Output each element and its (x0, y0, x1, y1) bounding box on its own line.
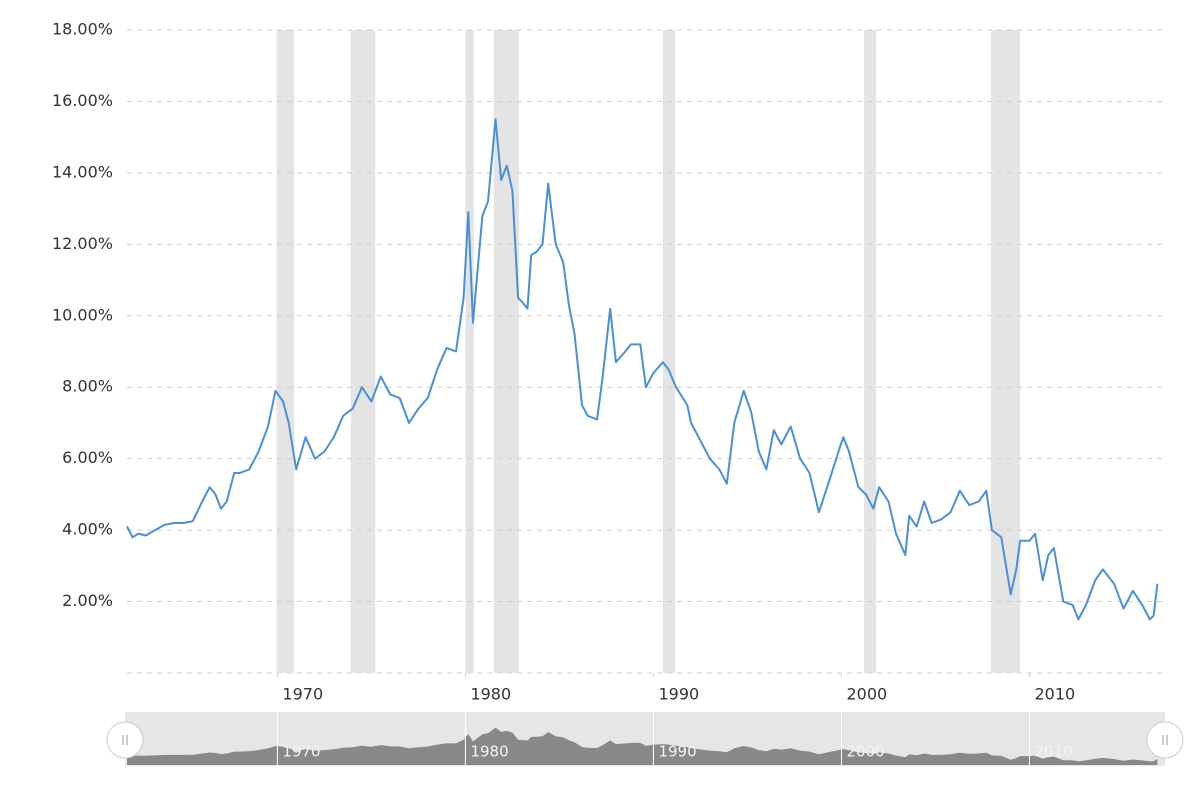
recession-band (990, 30, 1021, 673)
y-tick-label: 10.00% (52, 305, 113, 324)
y-tick-label: 18.00% (52, 20, 113, 39)
navigator-label: 1980 (470, 743, 508, 761)
x-tick-label: 1990 (658, 685, 699, 704)
x-tick-label: 2010 (1035, 685, 1076, 704)
recession-band (465, 30, 474, 673)
navigator-label: 1990 (658, 743, 696, 761)
y-tick-label: 8.00% (62, 377, 113, 396)
x-tick-label: 1980 (470, 685, 511, 704)
navigator-area (127, 727, 1158, 765)
y-tick-label: 6.00% (62, 448, 113, 467)
y-tick-label: 16.00% (52, 91, 113, 110)
navigator-handle[interactable] (106, 721, 144, 759)
y-tick-label: 14.00% (52, 162, 113, 181)
navigator-label: 2010 (1035, 743, 1073, 761)
recession-band (864, 30, 877, 673)
x-tick-label: 1970 (282, 685, 323, 704)
navigator-label: 1970 (282, 743, 320, 761)
data-line (126, 118, 1159, 621)
y-tick-label: 4.00% (62, 520, 113, 539)
x-tick-label: 2000 (846, 685, 887, 704)
y-tick-label: 2.00% (62, 591, 113, 610)
handle-circle (1146, 721, 1184, 759)
recession-band (350, 30, 376, 673)
recession-band (276, 30, 295, 673)
y-tick-label: 12.00% (52, 234, 113, 253)
recession-band (493, 30, 520, 673)
navigator-label: 2000 (846, 743, 884, 761)
handle-circle (106, 721, 144, 759)
navigator-handle[interactable] (1146, 721, 1184, 759)
recession-band (662, 30, 676, 673)
